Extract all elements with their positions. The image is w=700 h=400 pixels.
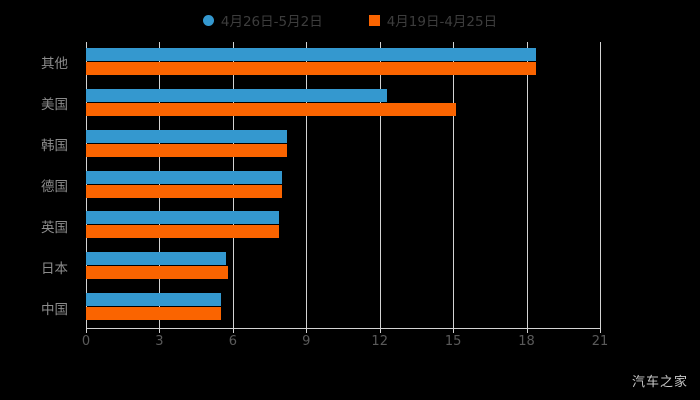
- x-tick-label: 3: [155, 334, 164, 349]
- watermark: 汽车之家: [631, 375, 688, 390]
- x-tick-mark: [600, 328, 601, 333]
- x-tick-mark: [453, 328, 455, 333]
- legend-label: 4月26日-5月2日: [220, 14, 323, 30]
- bar-group: [86, 246, 600, 287]
- x-axis-line: [86, 328, 601, 333]
- bar-1[interactable]: [86, 211, 280, 225]
- x-tick-label: 0: [81, 334, 91, 349]
- legend-swatch-circle-icon: [202, 14, 214, 26]
- x-tick-label: 15: [444, 334, 462, 349]
- bar-1[interactable]: [86, 48, 537, 61]
- bar-1[interactable]: [86, 88, 388, 102]
- gridline-21: [600, 42, 601, 328]
- x-tick-label: 21: [591, 334, 609, 349]
- gridline-15: [453, 42, 455, 328]
- bar-2[interactable]: [86, 266, 228, 280]
- y-axis-labels: 其他美国韩国德国英国日本中国: [0, 42, 78, 328]
- gridline-12: [379, 42, 381, 328]
- x-tick-label: 18: [518, 334, 535, 349]
- x-tick-mark: [379, 328, 381, 333]
- gridline-9: [306, 42, 308, 328]
- y-tick-label: 德国: [41, 178, 68, 195]
- bar-2[interactable]: [86, 143, 287, 157]
- plot-area: [86, 42, 601, 328]
- x-tick-mark: [526, 328, 528, 333]
- x-tick-label: 9: [302, 334, 311, 349]
- x-axis-labels: 0 3 6 9 12 15 18 21: [82, 334, 608, 354]
- y-tick-label: 韩国: [41, 138, 68, 155]
- bar-1[interactable]: [86, 252, 226, 266]
- y-tick-label: 日本: [41, 260, 68, 277]
- bar-1[interactable]: [86, 129, 287, 143]
- bar-group: [86, 287, 600, 328]
- bar-2[interactable]: [86, 184, 282, 198]
- bar-2[interactable]: [86, 307, 221, 321]
- y-tick-label: 美国: [41, 97, 68, 114]
- x-tick-mark: [232, 328, 234, 333]
- chart-legend: 4月26日-5月2日 4月19日-4月25日: [0, 8, 700, 32]
- x-tick-mark: [306, 328, 308, 333]
- bar-1[interactable]: [86, 170, 282, 184]
- bar-group: [86, 124, 600, 165]
- bar-2[interactable]: [86, 102, 456, 116]
- y-tick-label: 英国: [41, 219, 68, 236]
- bar-group: [86, 205, 600, 246]
- legend-label: 4月19日-4月25日: [386, 14, 498, 30]
- bar-group: [86, 83, 600, 124]
- x-tick-mark: [159, 328, 161, 333]
- x-tick-mark: [86, 328, 87, 333]
- gridline-18: [526, 42, 528, 328]
- bar-2[interactable]: [86, 62, 537, 75]
- x-tick-label: 6: [228, 334, 237, 349]
- y-tick-label: 其他: [41, 56, 68, 73]
- bar-group: [86, 165, 600, 206]
- bar-group: [86, 42, 600, 83]
- x-tick-label: 12: [371, 334, 388, 349]
- legend-swatch-square-icon: [368, 14, 380, 26]
- bar-2[interactable]: [86, 225, 280, 239]
- y-tick-label: 中国: [41, 301, 68, 318]
- legend-entry-1[interactable]: 4月26日-5月2日: [202, 10, 323, 30]
- bar-1[interactable]: [86, 293, 221, 307]
- legend-entry-2[interactable]: 4月19日-4月25日: [368, 10, 498, 30]
